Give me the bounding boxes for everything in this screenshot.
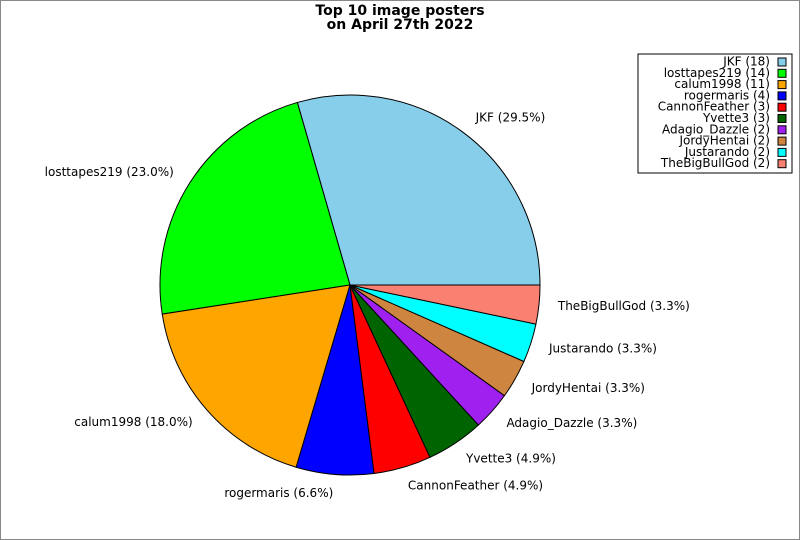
chart-title: Top 10 image posters xyxy=(315,3,484,19)
legend-swatch xyxy=(777,147,787,157)
slice-label: CannonFeather (4.9%) xyxy=(408,478,543,492)
slice-label: calum1998 (18.0%) xyxy=(74,415,192,429)
pie-slice xyxy=(161,284,351,468)
slice-label: TheBigBullGod (3.3%) xyxy=(557,299,690,313)
slice-label: Yvette3 (4.9%) xyxy=(465,451,556,465)
slice-label: JKF (29.5%) xyxy=(475,110,546,124)
legend-swatch xyxy=(777,102,787,112)
legend-label: Yvette3 (3) xyxy=(702,111,770,125)
pie-slice xyxy=(159,101,351,315)
legend-label: losttapes219 (14) xyxy=(664,66,770,80)
slice-label: losttapes219 (23.0%) xyxy=(45,165,174,179)
legend-label: JKF (18) xyxy=(722,55,770,69)
legend-label: JordyHentai (2) xyxy=(678,134,770,148)
legend-label: rogermaris (4) xyxy=(684,88,770,102)
pie-slice xyxy=(349,284,541,325)
slice-label: Adagio_Dazzle (3.3%) xyxy=(506,416,637,430)
legend-label: TheBigBullGod (2) xyxy=(660,156,770,170)
legend-box xyxy=(637,53,793,174)
legend-swatch xyxy=(777,159,787,169)
legend-swatch xyxy=(777,91,787,101)
legend-label: Justarando (2) xyxy=(684,145,770,159)
legend-label: Adagio_Dazzle (2) xyxy=(662,122,770,136)
slice-label: Justarando (3.3%) xyxy=(548,341,657,355)
legend-swatch xyxy=(777,125,787,135)
legend-swatch xyxy=(777,136,787,146)
slice-label: rogermaris (6.6%) xyxy=(224,486,333,500)
legend-swatch xyxy=(777,80,787,90)
legend-label: calum1998 (11) xyxy=(674,77,770,91)
chart-title: on April 27th 2022 xyxy=(327,17,474,33)
legend-label: CannonFeather (3) xyxy=(658,100,770,114)
legend-swatch xyxy=(777,114,787,123)
legend-swatch xyxy=(777,57,787,67)
slice-label: JordyHentai (3.3%) xyxy=(531,381,645,395)
pie-slice xyxy=(296,94,541,286)
legend-swatch xyxy=(777,68,787,78)
